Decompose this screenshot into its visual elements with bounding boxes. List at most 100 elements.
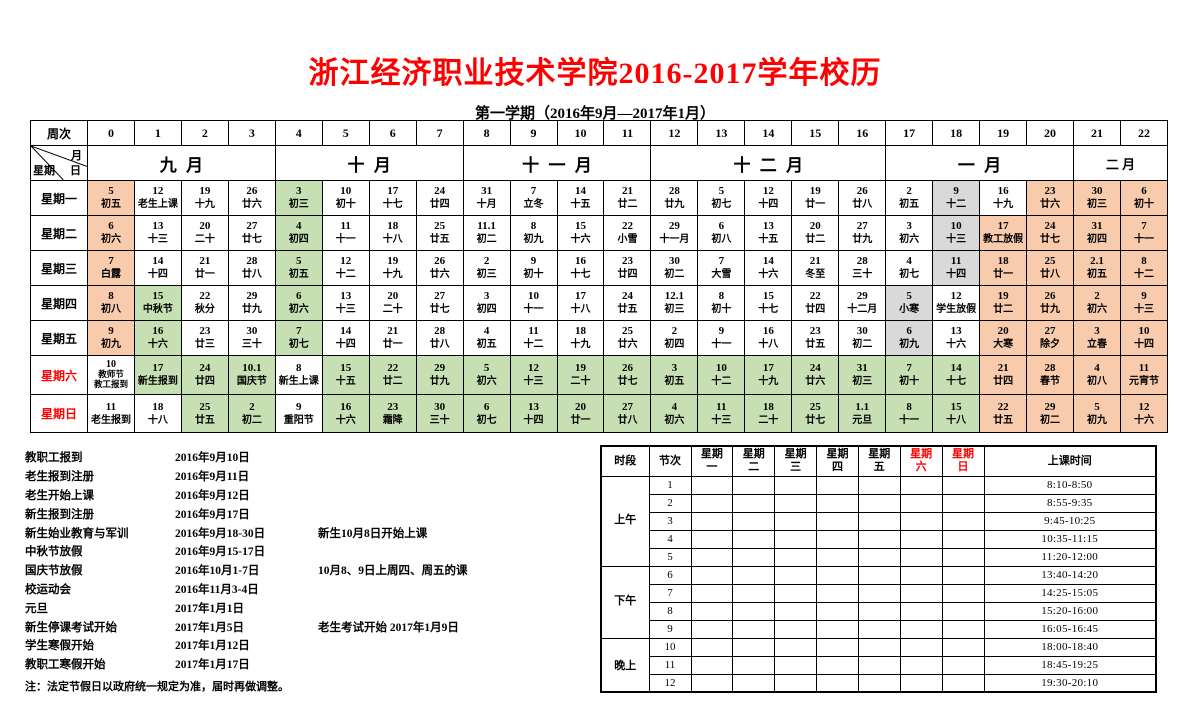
day-number: 26 [434, 255, 446, 268]
day-label: 廿九 [241, 304, 262, 316]
day-label: 十七 [758, 304, 779, 316]
corner-month-label: 月 [71, 150, 82, 162]
day-label: 廿八 [241, 269, 262, 281]
event-name: 中秋节放假 [25, 546, 83, 559]
day-label: 二十 [382, 304, 403, 316]
schedule-empty-cell [941, 493, 985, 513]
calendar-day-cell: 11.1 初二 [462, 215, 511, 251]
day-number: 16 [575, 255, 586, 268]
day-number: 18 [997, 255, 1009, 268]
calendar-day-cell: 17 十七 [368, 180, 417, 216]
weekday-row: 星期三 7 白露 14 十四 21 廿一 28 廿八 5 初五 12 十二 19 十九 26 廿六 2 初三 9 初十 1… [30, 250, 1169, 286]
day-number: 12 [762, 185, 774, 198]
schedule-empty-cell [816, 547, 859, 567]
event-row: 新生报到注册 2016年9月17日 [25, 504, 590, 523]
day-label: 廿二 [805, 234, 826, 246]
schedule-empty-cell [941, 601, 985, 621]
day-number: 18 [387, 220, 399, 233]
calendar-day-cell: 27 廿九 [838, 215, 887, 251]
schedule-empty-cell [857, 601, 901, 621]
day-label: 秋分 [194, 304, 215, 316]
calendar-day-cell: 19 廿二 [979, 285, 1028, 321]
day-number: 13 [950, 325, 962, 338]
event-row: 校运动会 2016年11月3-4日 [25, 580, 590, 599]
day-label: 十二 [711, 376, 732, 388]
period-number-cell: 2 [648, 493, 692, 513]
month-cell: 九月 [87, 145, 276, 181]
day-number: 27 [434, 290, 446, 303]
event-row: 新生停课考试开始 2017年1月5日 老生考试开始 2017年1月9日 [25, 617, 590, 636]
schedule-empty-cell [857, 565, 901, 585]
calendar-day-cell: 2 初五 [885, 180, 934, 216]
day-label: 十五 [570, 199, 591, 211]
event-date: 2017年1月1日 [175, 602, 244, 615]
day-number: 17 [997, 220, 1009, 233]
day-number: 8 [530, 220, 537, 233]
schedule-row: 11 18:45-19:25 [601, 655, 1157, 675]
day-label: 初九 [1086, 414, 1107, 426]
schedule-empty-cell [941, 529, 985, 549]
schedule-empty-cell [690, 475, 734, 495]
week-number-cell: 7 [415, 120, 464, 146]
day-label: 教师节 [98, 369, 124, 380]
calendar-day-cell: 2 初三 [462, 250, 511, 286]
day-label: 十一月 [659, 234, 690, 246]
day-number: 2 [671, 325, 678, 338]
calendar-day-cell: 5 初五 [274, 250, 323, 286]
week-number-cell: 9 [509, 120, 558, 146]
class-time-cell: 19:30-20:10 [983, 673, 1157, 693]
day-label: 廿六 [617, 339, 638, 351]
day-number: 28 [856, 255, 868, 268]
weekday-label-cell: 星期三 [30, 250, 88, 286]
schedule-empty-cell [899, 511, 943, 531]
day-label: 十八 [758, 339, 779, 351]
calendar-day-cell: 13 十三 [133, 215, 182, 251]
day-number: 26 [856, 185, 868, 198]
calendar-day-cell: 16 十六 [321, 394, 370, 433]
calendar-day-cell: 26 廿六 [415, 250, 464, 286]
schedule-empty-cell [774, 637, 818, 657]
calendar-day-cell: 19 二十 [556, 355, 605, 395]
day-label: 十二月 [847, 304, 878, 316]
day-label: 廿二 [993, 304, 1014, 316]
day-label: 十三 [147, 234, 168, 246]
calendar-day-cell: 18 十八 [133, 394, 182, 433]
calendar-day-cell: 25 廿五 [415, 215, 464, 251]
calendar-day-cell: 3 初六 [885, 215, 934, 251]
day-number: 8 [296, 362, 302, 375]
day-label: 廿二 [382, 376, 403, 388]
day-number: 27 [856, 220, 868, 233]
calendar-day-cell: 13 十五 [744, 215, 793, 251]
day-label: 廿一 [570, 414, 591, 426]
day-label: 白露 [100, 269, 121, 281]
day-number: 23 [199, 325, 211, 338]
calendar-day-cell: 14 十四 [133, 250, 182, 286]
day-label: 廿七 [1040, 234, 1061, 246]
day-label: 初六 [664, 414, 685, 426]
schedule-empty-cell [774, 529, 818, 549]
week-number-cell: 13 [697, 120, 746, 146]
period-number-cell: 4 [648, 529, 692, 549]
day-label: 初五 [476, 339, 497, 351]
day-number: 6 [906, 325, 912, 338]
day-label: 初四 [476, 304, 497, 316]
event-row: 学生寒假开始 2017年1月12日 [25, 636, 590, 655]
day-number: 16 [997, 185, 1009, 198]
day-label: 十九 [570, 339, 591, 351]
day-label: 初六 [1086, 304, 1107, 316]
corner-weekday-label: 星期 [33, 165, 55, 177]
day-number: 2 [1094, 290, 1100, 303]
schedule-row: 晚上 10 18:00-18:40 [600, 637, 1157, 693]
day-number: 10 [950, 220, 962, 233]
class-time-cell: 13:40-14:20 [983, 565, 1157, 585]
schedule-empty-cell [690, 655, 734, 675]
day-number: 9 [953, 185, 959, 198]
calendar-day-cell: 7 初七 [274, 320, 323, 356]
event-name: 教职工报到 [25, 452, 83, 465]
schedule-col-header: 时段 [600, 445, 650, 477]
schedule-empty-cell [816, 493, 859, 513]
day-label: 三十 [429, 414, 450, 426]
day-label: 初八 [100, 304, 121, 316]
day-label: 霜降 [382, 414, 403, 426]
event-date: 2016年9月17日 [175, 508, 250, 521]
